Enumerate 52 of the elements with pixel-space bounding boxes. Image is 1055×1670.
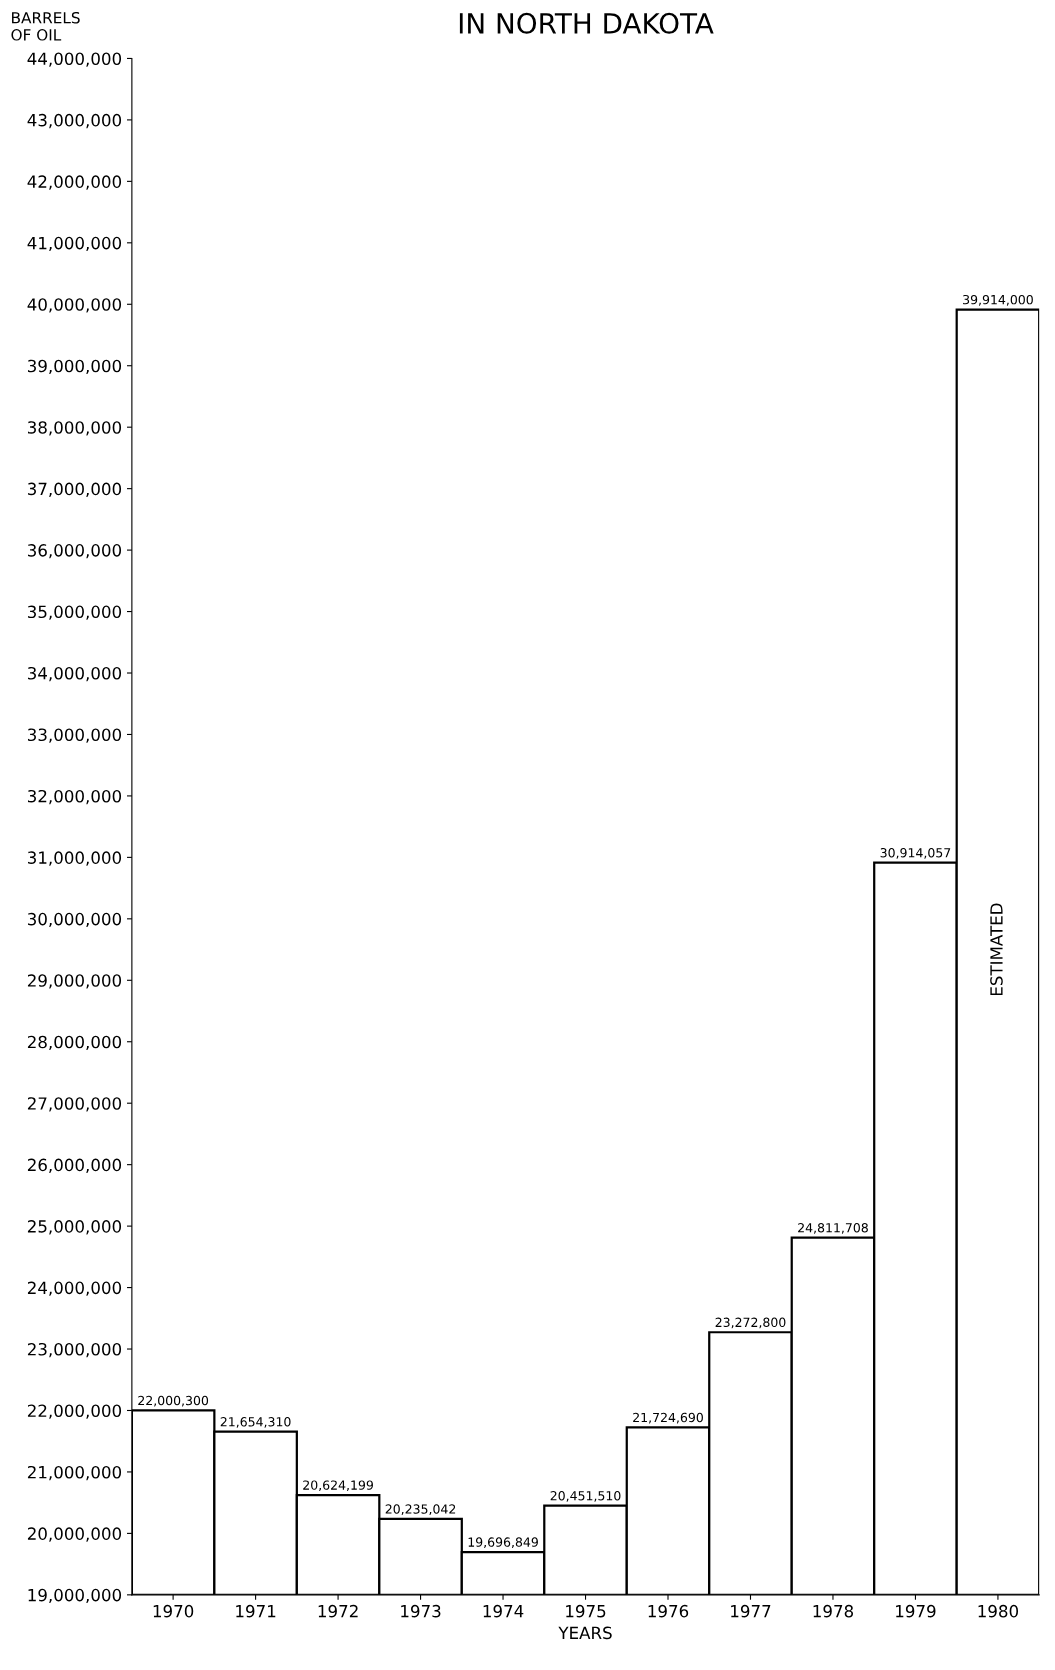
x-tick-label: 1976 (648, 1604, 689, 1618)
y-tick-label: 38,000,000 (28, 421, 122, 436)
x-tick-label: 1978 (813, 1604, 854, 1618)
y-tick-label: 22,000,000 (27, 1404, 122, 1419)
data-label: 20,451,510 (550, 1490, 621, 1502)
data-label: 19,696,849 (468, 1537, 538, 1549)
data-label: 39,914,000 (963, 294, 1033, 306)
y-axis-title: BARRELS OF OIL (11, 11, 80, 41)
y-tick-label: 41,000,000 (27, 236, 122, 252)
y-tick-label: 20,000,000 (27, 1527, 122, 1542)
y-tick-label: 40,000,000 (27, 298, 122, 313)
x-tick-label: 1970 (153, 1604, 194, 1618)
y-tick-label: 43,000,000 (27, 113, 122, 129)
y-tick-label: 35,000,000 (28, 605, 122, 620)
y-tick-label: 24,000,000 (27, 1281, 122, 1296)
data-label: 21,724,690 (633, 1412, 703, 1424)
data-label: 21,654,310 (220, 1417, 291, 1428)
y-tick-label: 36,000,000 (28, 544, 122, 559)
x-tick-label: 1971 (236, 1604, 276, 1618)
x-tick-label: 1980 (978, 1604, 1019, 1618)
data-label: 23,272,800 (715, 1317, 786, 1329)
x-tick-label: 1972 (318, 1604, 358, 1618)
y-tick-label: 19,000,000 (28, 1588, 122, 1604)
y-tick-label: 29,000,000 (27, 974, 122, 989)
data-label: 20,235,042 (385, 1504, 456, 1516)
annotation: ESTIMATED (990, 903, 1003, 996)
y-tick-label: 30,000,000 (28, 912, 122, 928)
x-tick-label: 1973 (401, 1604, 441, 1618)
data-label: 20,624,199 (303, 1480, 373, 1492)
x-axis-title: YEARS (558, 1626, 612, 1640)
y-tick-label: 27,000,000 (27, 1097, 122, 1112)
y-tick-label: 34,000,000 (28, 666, 122, 682)
y-tick-label: 25,000,000 (27, 1220, 122, 1235)
x-tick-label: 1974 (483, 1604, 524, 1618)
y-tick-label: 26,000,000 (27, 1158, 122, 1173)
y-tick-label: 21,000,000 (27, 1465, 122, 1481)
y-tick-label: 33,000,000 (28, 728, 122, 743)
data-label: 22,000,300 (138, 1395, 209, 1407)
y-tick-label: 42,000,000 (27, 175, 122, 190)
x-tick-label: 1975 (566, 1604, 606, 1618)
data-label: 30,914,057 (880, 848, 951, 859)
y-tick-label: 28,000,000 (27, 1035, 122, 1051)
y-tick-label: 37,000,000 (28, 482, 122, 497)
y-tick-label: 23,000,000 (27, 1342, 122, 1358)
data-label: 24,811,708 (798, 1223, 868, 1234)
y-tick-label: 39,000,000 (28, 359, 122, 374)
chart-title: IN NORTH DAKOTA (459, 12, 714, 34)
y-tick-label: 32,000,000 (28, 789, 122, 805)
y-tick-label: 31,000,000 (28, 851, 122, 866)
x-tick-label: 1977 (731, 1604, 771, 1618)
x-tick-label: 1979 (896, 1604, 936, 1618)
y-tick-label: 44,000,000 (27, 52, 122, 67)
